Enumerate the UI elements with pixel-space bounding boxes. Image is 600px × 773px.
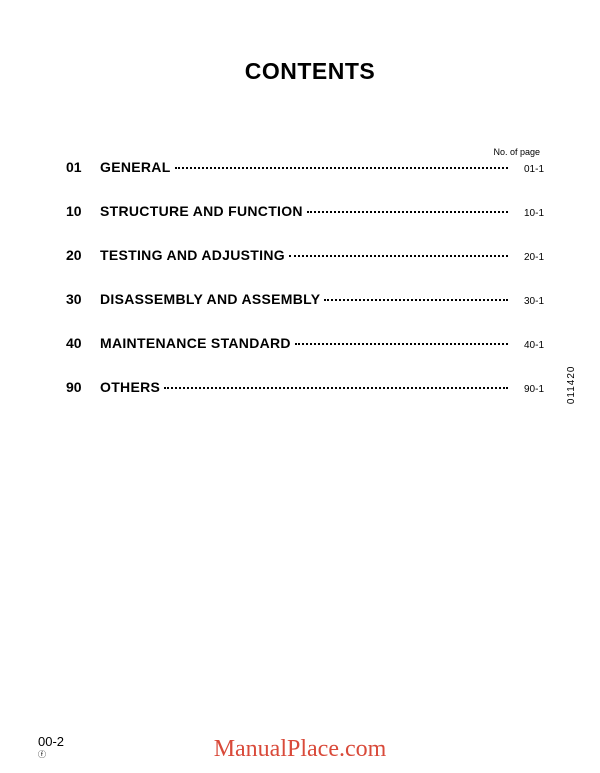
toc-section-number: 01 [66, 159, 100, 175]
toc-leader [324, 299, 508, 301]
toc-row: 30 DISASSEMBLY AND ASSEMBLY 30-1 [66, 291, 544, 307]
toc-section-number: 90 [66, 379, 100, 395]
toc-section-number: 30 [66, 291, 100, 307]
toc-section-title: OTHERS [100, 379, 160, 395]
column-header: No. of page [66, 147, 544, 157]
toc-row: 90 OTHERS 90-1 [66, 379, 544, 395]
toc-section-number: 20 [66, 247, 100, 263]
toc-leader [289, 255, 508, 257]
toc-section-title: TESTING AND ADJUSTING [100, 247, 285, 263]
toc-section-title: GENERAL [100, 159, 171, 175]
side-code: 011420 [567, 366, 578, 405]
toc-section-title: DISASSEMBLY AND ASSEMBLY [100, 291, 320, 307]
toc-page-number: 01-1 [512, 164, 544, 175]
toc-row: 20 TESTING AND ADJUSTING 20-1 [66, 247, 544, 263]
toc-list: 01 GENERAL 01-1 10 STRUCTURE AND FUNCTIO… [66, 159, 544, 395]
toc-page-number: 40-1 [512, 340, 544, 351]
toc-section-title: MAINTENANCE STANDARD [100, 335, 291, 351]
toc-row: 40 MAINTENANCE STANDARD 40-1 [66, 335, 544, 351]
toc-section-title: STRUCTURE AND FUNCTION [100, 203, 303, 219]
toc-leader [307, 211, 508, 213]
toc-row: 01 GENERAL 01-1 [66, 159, 544, 175]
watermark-text: ManualPlace.com [0, 736, 600, 763]
toc-leader [295, 343, 508, 345]
toc-section-number: 10 [66, 203, 100, 219]
toc-row: 10 STRUCTURE AND FUNCTION 10-1 [66, 203, 544, 219]
toc-page-number: 30-1 [512, 296, 544, 307]
toc-leader [164, 387, 508, 389]
toc-page-number: 20-1 [512, 252, 544, 263]
toc-page-number: 10-1 [512, 208, 544, 219]
page-title: CONTENTS [76, 58, 544, 85]
toc-page-number: 90-1 [512, 384, 544, 395]
document-page: CONTENTS No. of page 01 GENERAL 01-1 10 … [0, 0, 600, 773]
toc-section-number: 40 [66, 335, 100, 351]
toc-leader [175, 167, 508, 169]
